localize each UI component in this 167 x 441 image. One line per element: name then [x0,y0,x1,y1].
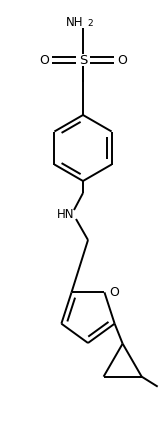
Text: O: O [39,53,49,67]
Text: O: O [117,53,127,67]
Text: O: O [109,286,119,299]
Text: HN: HN [57,209,75,221]
Text: NH: NH [65,15,83,29]
Text: 2: 2 [87,19,93,29]
Text: S: S [79,53,87,67]
